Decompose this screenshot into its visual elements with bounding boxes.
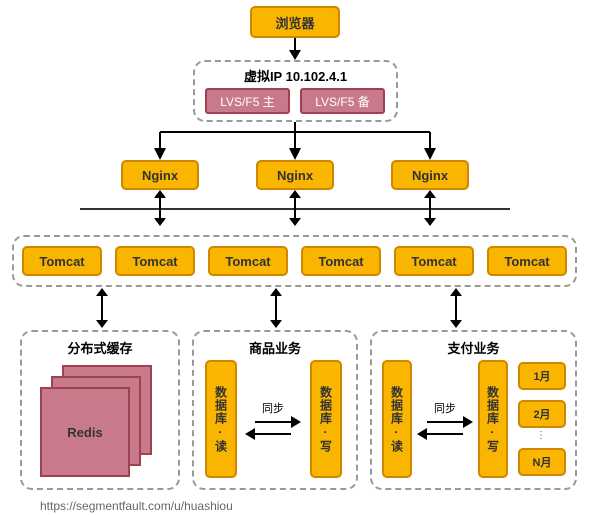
- redis-card-1: Redis: [40, 387, 130, 477]
- redis-stack: Redis: [40, 365, 160, 475]
- lvs-main-label: LVS/F5 主: [220, 93, 274, 110]
- tomcat-label-6: Tomcat: [504, 254, 549, 269]
- payment-db-write: 数据库·写: [478, 360, 508, 478]
- tomcat-label-5: Tomcat: [411, 254, 456, 269]
- product-db-write-label: 数据库·写: [318, 386, 335, 453]
- tomcat-node-4: Tomcat: [301, 246, 381, 276]
- nginx-node-3: Nginx: [391, 160, 469, 190]
- product-title: 商品业务: [194, 338, 356, 357]
- nginx-label-3: Nginx: [412, 168, 448, 183]
- tomcat-node-5: Tomcat: [394, 246, 474, 276]
- arrow-nginx-bus-3: [424, 190, 436, 226]
- tomcat-node-3: Tomcat: [208, 246, 288, 276]
- arrow-browser-vip: [289, 38, 301, 60]
- lvs-backup: LVS/F5 备: [300, 88, 385, 114]
- payment-shard-n-label: N月: [533, 454, 552, 470]
- payment-db-read: 数据库·读: [382, 360, 412, 478]
- lvs-main: LVS/F5 主: [205, 88, 290, 114]
- browser-label: 浏览器: [275, 13, 314, 32]
- arrow-nginx-bus-2: [289, 190, 301, 226]
- tomcat-node-1: Tomcat: [22, 246, 102, 276]
- payment-shard-n: N月: [518, 448, 566, 476]
- payment-db-read-label: 数据库·读: [389, 386, 406, 453]
- payment-shard-2: 2月: [518, 400, 566, 428]
- payment-sync-label: 同步: [434, 400, 456, 416]
- nginx-label-1: Nginx: [142, 168, 178, 183]
- product-db-write: 数据库·写: [310, 360, 342, 478]
- product-db-read-label: 数据库·读: [213, 386, 230, 453]
- footer-url: https://segmentfault.com/u/huashiou: [40, 499, 233, 513]
- payment-shard-1: 1月: [518, 362, 566, 390]
- lvs-backup-label: LVS/F5 备: [315, 93, 369, 110]
- tomcat-label-3: Tomcat: [225, 254, 270, 269]
- tomcat-label-4: Tomcat: [318, 254, 363, 269]
- arrow-nginx-bus-1: [154, 190, 166, 226]
- cache-title: 分布式缓存: [22, 338, 178, 357]
- arrow-tomcat-bottom-3: [450, 288, 462, 328]
- payment-db-write-label: 数据库·写: [485, 386, 502, 453]
- tomcat-label-1: Tomcat: [39, 254, 84, 269]
- arrow-tomcat-bottom-2: [270, 288, 282, 328]
- shard-ellipsis: ⋮: [536, 430, 546, 441]
- vip-title: 虚拟IP 10.102.4.1: [195, 66, 396, 85]
- arrow-tomcat-bottom-1: [96, 288, 108, 328]
- product-db-read: 数据库·读: [205, 360, 237, 478]
- browser-node: 浏览器: [250, 6, 340, 38]
- tomcat-node-2: Tomcat: [115, 246, 195, 276]
- payment-shard-2-label: 2月: [533, 406, 550, 422]
- product-sync: 同步: [243, 400, 303, 440]
- nginx-node-2: Nginx: [256, 160, 334, 190]
- nginx-node-1: Nginx: [121, 160, 199, 190]
- payment-shard-1-label: 1月: [533, 368, 550, 384]
- payment-title: 支付业务: [372, 338, 575, 357]
- product-sync-label: 同步: [262, 400, 284, 416]
- nginx-label-2: Nginx: [277, 168, 313, 183]
- tomcat-label-2: Tomcat: [132, 254, 177, 269]
- tomcat-node-6: Tomcat: [487, 246, 567, 276]
- arrow-fanout-nginx: [120, 122, 470, 162]
- payment-sync: 同步: [416, 400, 474, 440]
- redis-label: Redis: [67, 425, 102, 440]
